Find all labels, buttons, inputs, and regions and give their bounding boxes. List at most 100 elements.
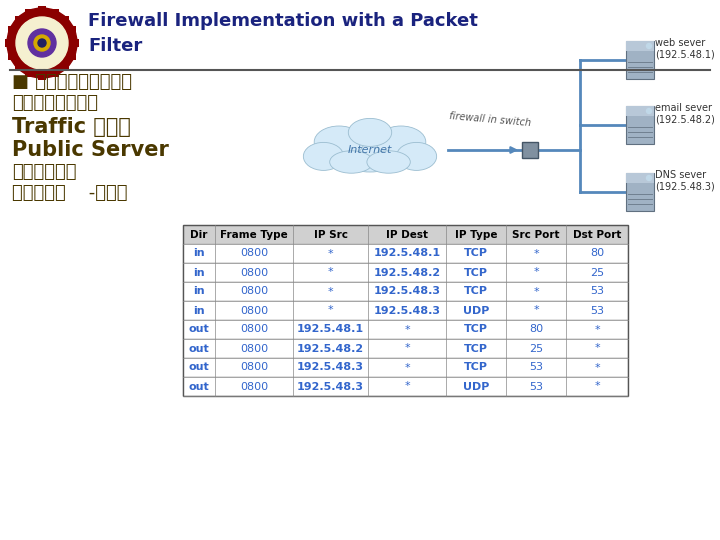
Circle shape <box>647 44 652 49</box>
Text: TCP: TCP <box>464 267 488 278</box>
Text: Filter: Filter <box>88 37 143 55</box>
Ellipse shape <box>376 126 426 158</box>
FancyBboxPatch shape <box>61 62 69 70</box>
Text: *: * <box>328 306 333 315</box>
FancyBboxPatch shape <box>68 26 76 35</box>
Ellipse shape <box>396 143 436 171</box>
FancyBboxPatch shape <box>626 41 654 51</box>
Ellipse shape <box>314 126 364 158</box>
Text: *: * <box>534 267 539 278</box>
Text: 0800: 0800 <box>240 267 268 278</box>
Circle shape <box>28 29 56 57</box>
Text: *: * <box>404 343 410 354</box>
Text: *: * <box>404 362 410 373</box>
Text: *: * <box>328 287 333 296</box>
Text: *: * <box>328 267 333 278</box>
FancyBboxPatch shape <box>183 225 628 244</box>
Text: TCP: TCP <box>464 287 488 296</box>
Text: *: * <box>534 287 539 296</box>
Ellipse shape <box>330 151 373 173</box>
FancyBboxPatch shape <box>50 9 58 17</box>
FancyBboxPatch shape <box>38 72 46 80</box>
FancyBboxPatch shape <box>183 358 628 377</box>
FancyBboxPatch shape <box>25 70 33 77</box>
Text: 25: 25 <box>590 267 604 278</box>
Text: 0800: 0800 <box>240 287 268 296</box>
FancyBboxPatch shape <box>7 52 16 59</box>
Text: DNS sever
(192.5.48.3): DNS sever (192.5.48.3) <box>655 170 715 192</box>
Text: *: * <box>404 325 410 334</box>
Text: 0800: 0800 <box>240 381 268 391</box>
Text: จะเขา    -ออก: จะเขา -ออก <box>12 184 127 202</box>
Text: *: * <box>594 381 600 391</box>
Text: 0800: 0800 <box>240 343 268 354</box>
FancyBboxPatch shape <box>183 282 628 301</box>
Text: 0800: 0800 <box>240 325 268 334</box>
Circle shape <box>7 8 77 78</box>
Text: 192.5.48.2: 192.5.48.2 <box>374 267 441 278</box>
Text: Dir: Dir <box>190 230 207 240</box>
Text: out: out <box>189 325 210 334</box>
FancyBboxPatch shape <box>183 263 628 282</box>
Text: *: * <box>594 325 600 334</box>
Text: 192.5.48.1: 192.5.48.1 <box>374 248 441 259</box>
Text: Firewall Implementation with a Packet: Firewall Implementation with a Packet <box>88 12 478 30</box>
Text: 192.5.48.3: 192.5.48.3 <box>297 381 364 391</box>
Text: *: * <box>594 343 600 354</box>
Text: 53: 53 <box>529 381 543 391</box>
FancyBboxPatch shape <box>183 244 628 263</box>
FancyBboxPatch shape <box>626 173 654 183</box>
FancyBboxPatch shape <box>626 41 654 79</box>
Text: UDP: UDP <box>463 306 489 315</box>
Text: out: out <box>189 362 210 373</box>
Circle shape <box>647 109 652 113</box>
Ellipse shape <box>367 151 410 173</box>
FancyBboxPatch shape <box>626 106 654 116</box>
Text: TCP: TCP <box>464 325 488 334</box>
FancyBboxPatch shape <box>5 39 13 47</box>
Text: out: out <box>189 343 210 354</box>
Text: 53: 53 <box>590 287 604 296</box>
Text: Dst Port: Dst Port <box>573 230 621 240</box>
Text: UDP: UDP <box>463 381 489 391</box>
Text: Frame Type: Frame Type <box>220 230 288 240</box>
Text: *: * <box>534 248 539 259</box>
FancyBboxPatch shape <box>61 16 69 24</box>
Text: firewall in switch: firewall in switch <box>449 111 531 129</box>
Text: Src Port: Src Port <box>512 230 559 240</box>
Text: *: * <box>328 248 333 259</box>
Text: TCP: TCP <box>464 343 488 354</box>
FancyBboxPatch shape <box>14 62 22 70</box>
Text: *: * <box>534 306 539 315</box>
FancyBboxPatch shape <box>14 16 22 24</box>
Text: 192.5.48.3: 192.5.48.3 <box>297 362 364 373</box>
FancyBboxPatch shape <box>68 52 76 59</box>
FancyBboxPatch shape <box>7 26 16 35</box>
Text: 192.5.48.2: 192.5.48.2 <box>297 343 364 354</box>
Text: 25: 25 <box>529 343 543 354</box>
Text: in: in <box>193 267 204 278</box>
Text: 192.5.48.1: 192.5.48.1 <box>297 325 364 334</box>
Text: TCP: TCP <box>464 362 488 373</box>
Circle shape <box>38 39 46 47</box>
FancyBboxPatch shape <box>626 106 654 144</box>
FancyBboxPatch shape <box>183 377 628 396</box>
Text: out: out <box>189 381 210 391</box>
Circle shape <box>16 17 68 69</box>
Text: ■ สมมตเรายอ: ■ สมมตเรายอ <box>12 73 132 91</box>
Text: มใหเฉพาะ: มใหเฉพาะ <box>12 94 98 112</box>
Text: email sever
(192.5.48.2): email sever (192.5.48.2) <box>655 103 715 125</box>
Text: in: in <box>193 306 204 315</box>
Text: 80: 80 <box>590 248 604 259</box>
FancyBboxPatch shape <box>522 142 538 158</box>
Text: in: in <box>193 287 204 296</box>
FancyBboxPatch shape <box>183 301 628 320</box>
FancyBboxPatch shape <box>50 70 58 77</box>
Text: 0800: 0800 <box>240 248 268 259</box>
Text: Internet: Internet <box>348 145 392 155</box>
Text: 192.5.48.3: 192.5.48.3 <box>374 306 441 315</box>
Text: IP Src: IP Src <box>313 230 348 240</box>
Text: in: in <box>193 248 204 259</box>
Text: Public Server: Public Server <box>12 140 169 160</box>
Text: 0800: 0800 <box>240 306 268 315</box>
